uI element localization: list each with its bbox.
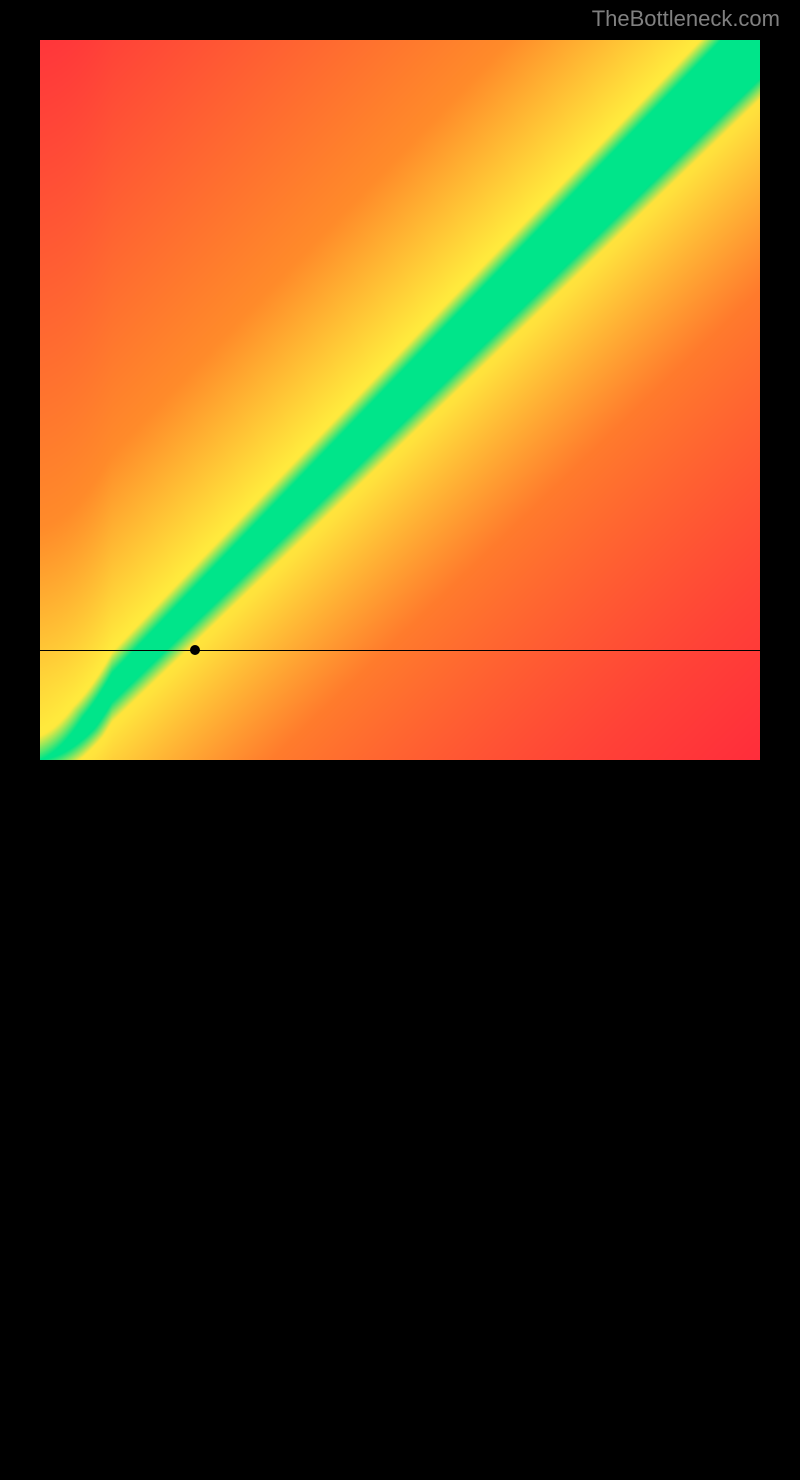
bottleneck-heatmap: [40, 40, 760, 760]
watermark-text: TheBottleneck.com: [592, 6, 780, 32]
heatmap-canvas: [40, 40, 760, 760]
crosshair-vertical: [195, 760, 196, 1480]
